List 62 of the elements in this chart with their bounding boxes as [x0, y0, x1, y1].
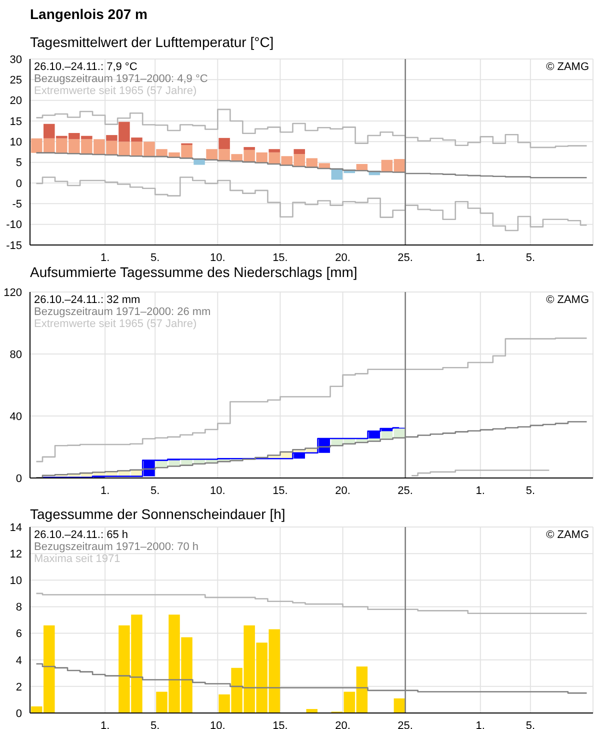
x-tick-label: 5. — [150, 484, 160, 497]
x-tick-label: 5. — [150, 720, 160, 729]
x-tick-label: 5. — [150, 252, 160, 264]
annotation: Bezugszeitraum 1971–2000: 26 mm — [34, 306, 211, 318]
y-tick-label: 80 — [10, 348, 22, 361]
annotation: Extremwerte seit 1965 (57 Jahre) — [34, 85, 197, 97]
y-tick-label: 2 — [16, 681, 22, 694]
x-tick-label: 15. — [272, 720, 288, 729]
x-tick-label: 1. — [100, 484, 110, 497]
annotation: 26.10.–24.11.: 7,9 °C — [34, 61, 138, 73]
y-tick-label: 0 — [16, 708, 22, 720]
x-tick-label: 25. — [398, 720, 413, 729]
annotation: Maxima seit 1971 — [34, 553, 120, 565]
annotation: 26.10.–24.11.: 32 mm — [34, 294, 140, 306]
x-tick-label: 5. — [526, 252, 536, 264]
annotation: © ZAMG — [546, 294, 589, 306]
x-tick-label: 20. — [335, 720, 350, 729]
y-tick-label: -15 — [6, 240, 22, 252]
chart-subtitle: Tagesmittelwert der Lufttemperatur [°C] — [30, 34, 274, 50]
x-tick-label: 20. — [335, 252, 350, 264]
y-tick-label: -10 — [6, 219, 22, 232]
y-tick-label: 0 — [16, 472, 22, 485]
x-tick-label: 20. — [335, 484, 350, 497]
y-tick-label: 10 — [10, 136, 22, 149]
chart-title: Tagessumme der Sonnenscheindauer [h] — [30, 506, 286, 522]
chart-title: Aufsummierte Tagessumme des Niederschlags [mm] — [30, 264, 358, 280]
x-tick-label: 15. — [272, 252, 288, 264]
x-tick-label: 25. — [398, 252, 413, 264]
y-tick-label: 12 — [10, 548, 22, 560]
annotation: Extremwerte seit 1965 (57 Jahre) — [34, 318, 197, 330]
x-tick-label: 5. — [526, 720, 536, 729]
annotation: © ZAMG — [546, 61, 589, 73]
y-tick-label: 25 — [10, 74, 22, 87]
y-tick-label: 4 — [16, 654, 22, 667]
x-tick-label: 25. — [398, 484, 413, 497]
x-tick-label: 5. — [526, 484, 536, 497]
annotation: 26.10.–24.11.: 65 h — [34, 529, 128, 541]
y-tick-label: 14 — [10, 522, 22, 534]
y-tick-label: 0 — [16, 178, 22, 190]
y-tick-label: 10 — [10, 575, 22, 588]
annotation: Bezugszeitraum 1971–2000: 70 h — [34, 541, 199, 553]
y-tick-label: -5 — [12, 198, 22, 211]
y-tick-label: 5 — [16, 157, 22, 170]
y-tick-label: 20 — [10, 95, 22, 108]
x-tick-label: 10. — [210, 484, 226, 497]
y-tick-label: 40 — [10, 410, 22, 423]
y-tick-label: 8 — [16, 602, 22, 614]
chart-title: Langenlois 207 m — [30, 6, 148, 22]
x-tick-label: 10. — [210, 252, 226, 264]
y-tick-label: 6 — [16, 628, 22, 640]
x-tick-label: 10. — [210, 720, 226, 729]
annotation: Bezugszeitraum 1971–2000: 4,9 °C — [34, 73, 208, 85]
annotation: © ZAMG — [546, 529, 589, 541]
y-tick-label: 120 — [4, 286, 22, 299]
x-tick-label: 1. — [476, 252, 485, 264]
x-tick-label: 15. — [272, 484, 288, 497]
x-tick-label: 1. — [476, 720, 485, 729]
x-tick-label: 1. — [100, 720, 110, 729]
y-tick-label: 30 — [10, 54, 22, 66]
y-tick-label: 15 — [10, 116, 22, 128]
x-tick-label: 1. — [476, 484, 485, 497]
x-tick-label: 1. — [100, 252, 110, 264]
